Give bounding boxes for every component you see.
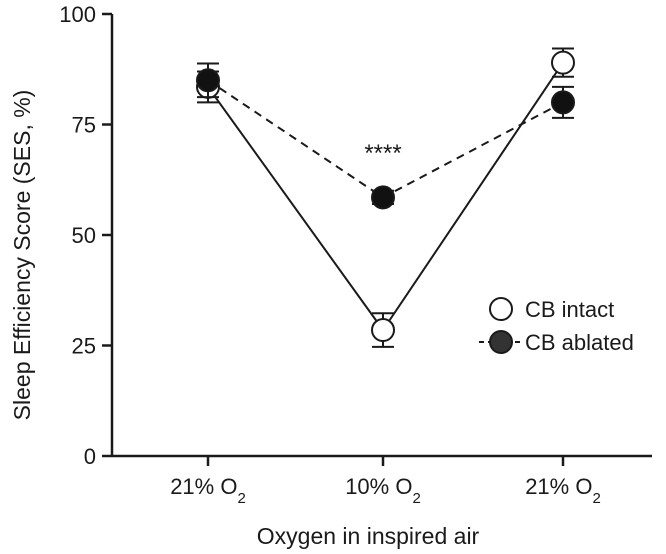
y-tick-label: 25 xyxy=(72,334,96,359)
y-tick-label: 50 xyxy=(72,223,96,248)
legend-label: CB ablated xyxy=(525,330,634,355)
data-point xyxy=(371,318,395,343)
x-axis-title: Oxygen in inspired air xyxy=(257,523,480,549)
y-axis-title: Sleep Efficiency Score (SES, %) xyxy=(9,90,35,421)
legend-label: CB intact xyxy=(525,297,614,322)
legend: CB intact CB ablated xyxy=(479,297,634,355)
y-tick-label: 0 xyxy=(84,444,96,469)
data-point xyxy=(551,90,575,115)
x-tick-label: 21% O2 xyxy=(525,474,601,507)
series-cb-ablated xyxy=(196,62,575,210)
y-tick-label: 75 xyxy=(72,113,96,138)
series-line xyxy=(207,79,564,199)
y-tick-label: 100 xyxy=(59,2,96,27)
data-point xyxy=(196,68,220,93)
legend-marker xyxy=(489,330,513,354)
x-tick-label: 10% O2 xyxy=(345,474,421,507)
axes: 0 25 50 75 100 21% O2 10% O2 21% O2 Oxygen in in… xyxy=(9,2,652,549)
x-tick-label: 21% O2 xyxy=(170,474,246,507)
data-point xyxy=(371,185,395,210)
data-point xyxy=(551,50,575,75)
significance-label: **** xyxy=(364,140,401,167)
annotations: **** xyxy=(364,140,401,167)
legend-marker xyxy=(489,297,513,321)
